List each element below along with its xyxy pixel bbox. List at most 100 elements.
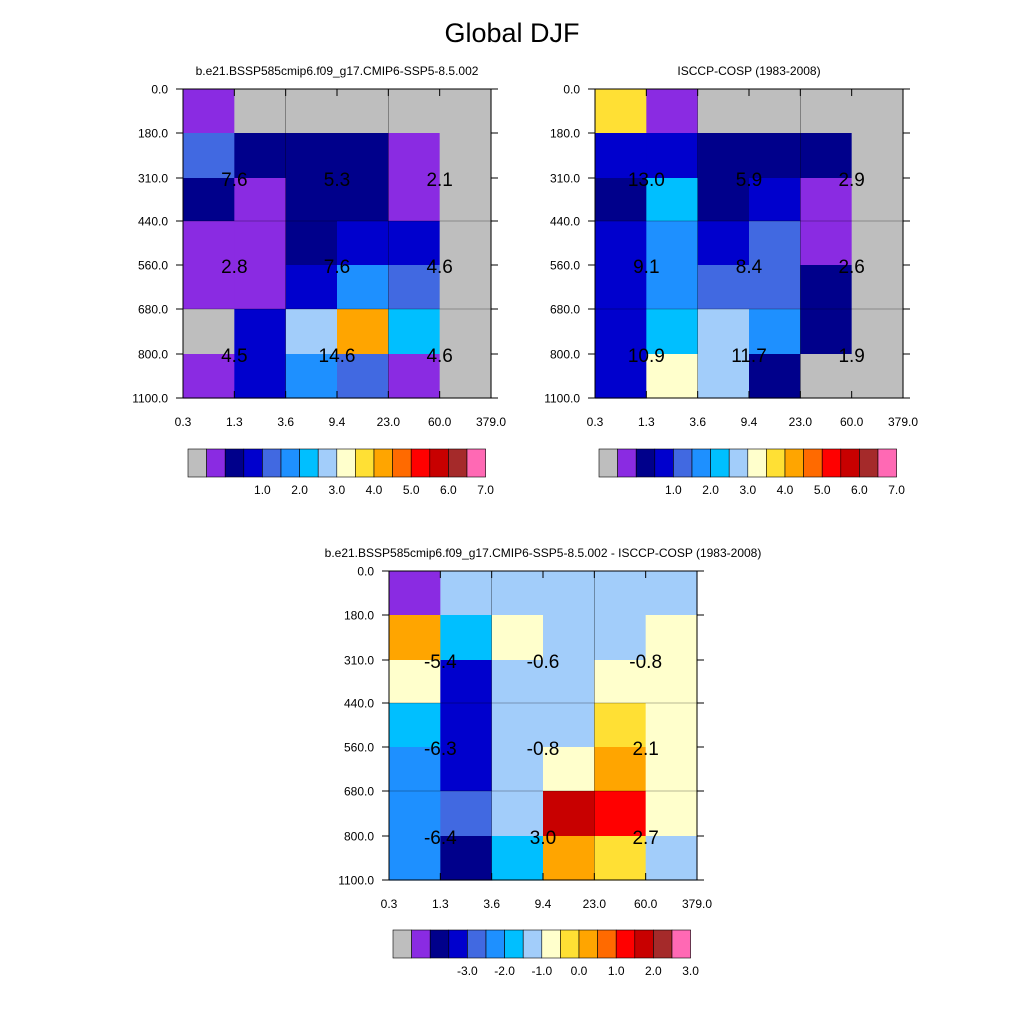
colorbar-swatch (392, 448, 412, 478)
colorbar-swatch (821, 448, 842, 478)
colorbar-label: 3.0 (682, 964, 699, 978)
heatmap-cell (234, 178, 287, 222)
heatmap-cell (491, 747, 544, 792)
heatmap-cell (234, 265, 287, 310)
heatmap-cell (491, 791, 544, 837)
heatmap-cell (594, 615, 647, 661)
heatmap-cell (285, 354, 338, 399)
heatmap-cell (645, 703, 698, 748)
colorbar-label: 2.0 (702, 483, 719, 497)
cell-value-label: -6.4 (424, 828, 457, 849)
cell-value-label: -0.6 (527, 652, 560, 673)
heatmap-cell (645, 791, 698, 837)
colorbar-swatch (634, 929, 654, 959)
colorbar: 1.0 2.0 3.0 4.0 5.0 6.0 7.0 (598, 448, 905, 497)
colorbar-swatch (429, 448, 449, 478)
colorbar-swatch (466, 448, 486, 478)
heatmap-cell (337, 354, 389, 399)
heatmap-cell (645, 615, 698, 661)
heatmap-cell (697, 354, 750, 399)
heatmap-cell (800, 265, 853, 310)
cell-value-label: -5.4 (424, 652, 457, 673)
x-tick-label: 3.6 (277, 415, 294, 429)
colorbar: -3.0 -2.0 -1.0 0.0 1.0 2.0 3.0 (392, 929, 699, 978)
x-tick-label: 3.6 (689, 415, 706, 429)
heatmap-cell (388, 354, 441, 399)
heatmap-cell (337, 221, 389, 266)
colorbar-swatch (615, 929, 636, 959)
heatmap-cell (388, 221, 441, 266)
y-tick-label: 680.0 (550, 303, 580, 317)
colorbar-swatch (691, 448, 711, 478)
heatmap-cell (594, 836, 647, 881)
colorbar-swatch (598, 448, 618, 478)
colorbar-swatch (336, 448, 356, 478)
colorbar-label: 5.0 (403, 483, 420, 497)
heatmap-cell (800, 178, 853, 222)
colorbar-swatch (766, 448, 786, 478)
heatmap-cell (440, 836, 493, 881)
y-tick-label: 180.0 (344, 609, 374, 623)
heatmap-cell (697, 265, 750, 310)
panel-diff: 0.3 1.3 3.6 9.4 23.0 60.0 379.0 0.0 180.0 310.0 44… (325, 546, 762, 978)
y-tick-label: 800.0 (344, 830, 374, 844)
colorbar-swatch (317, 448, 338, 478)
cell-value-label: 13.0 (628, 170, 665, 191)
heatmap-cell (183, 221, 235, 266)
colorbar-swatch (578, 929, 598, 959)
heatmap-cell (749, 309, 801, 355)
heatmap-cell (851, 221, 904, 266)
colorbar-swatch (280, 448, 300, 478)
y-tick-label: 680.0 (138, 303, 168, 317)
cell-value-label: 2.8 (221, 257, 247, 278)
colorbar-label: 2.0 (645, 964, 662, 978)
y-tick-label: 310.0 (138, 172, 168, 186)
heatmap-cell (388, 265, 441, 310)
colorbar-swatch (392, 929, 412, 959)
heatmap-cell (491, 571, 544, 616)
y-tick-label: 1100.0 (544, 392, 580, 406)
colorbar-swatch (560, 929, 580, 959)
heatmap-cell (440, 703, 493, 748)
heatmap-cell (646, 89, 699, 134)
heatmap-cell (491, 703, 544, 748)
heatmap-cell (851, 89, 904, 134)
heatmap-cell (285, 309, 338, 355)
y-tick-label: 0.0 (357, 565, 374, 579)
heatmap-cell (595, 221, 647, 266)
x-tick-label: 379.0 (888, 415, 918, 429)
heatmap-cell (646, 309, 699, 355)
heatmap-cell (646, 354, 699, 399)
colorbar-label: 4.0 (777, 483, 794, 497)
colorbar-label: 3.0 (328, 483, 345, 497)
heatmap-cell (388, 309, 441, 355)
x-tick-label: 60.0 (840, 415, 864, 429)
heatmap-cell (749, 89, 801, 134)
heatmap-cell (749, 178, 801, 222)
y-tick-label: 560.0 (550, 259, 580, 273)
heatmap-cell (645, 836, 698, 881)
heatmap-cell (594, 703, 647, 748)
cell-value-label: -0.8 (629, 652, 662, 673)
cell-value-label: -0.8 (527, 739, 560, 760)
x-tick-label: 60.0 (634, 897, 658, 911)
colorbar-label: 7.0 (888, 483, 905, 497)
heatmap-cell (389, 703, 441, 748)
colorbar-swatch (429, 929, 450, 959)
heatmap-cell (646, 133, 699, 179)
heatmap-cell (543, 703, 595, 748)
y-tick-label: 440.0 (138, 215, 168, 229)
heatmap-cell (440, 571, 493, 616)
heatmap-cell (851, 133, 904, 179)
heatmap-cell (646, 221, 699, 266)
y-tick-label: 0.0 (151, 83, 168, 97)
heatmap-cell (543, 571, 595, 616)
heatmap-cell (388, 133, 441, 179)
x-tick-label: 9.4 (535, 897, 552, 911)
colorbar-swatch (522, 929, 543, 959)
y-tick-label: 800.0 (550, 348, 580, 362)
heatmap-cell (491, 660, 544, 704)
heatmap-cell (285, 178, 338, 222)
y-tick-label: 1100.0 (338, 874, 374, 888)
heatmap-cell (389, 660, 441, 704)
